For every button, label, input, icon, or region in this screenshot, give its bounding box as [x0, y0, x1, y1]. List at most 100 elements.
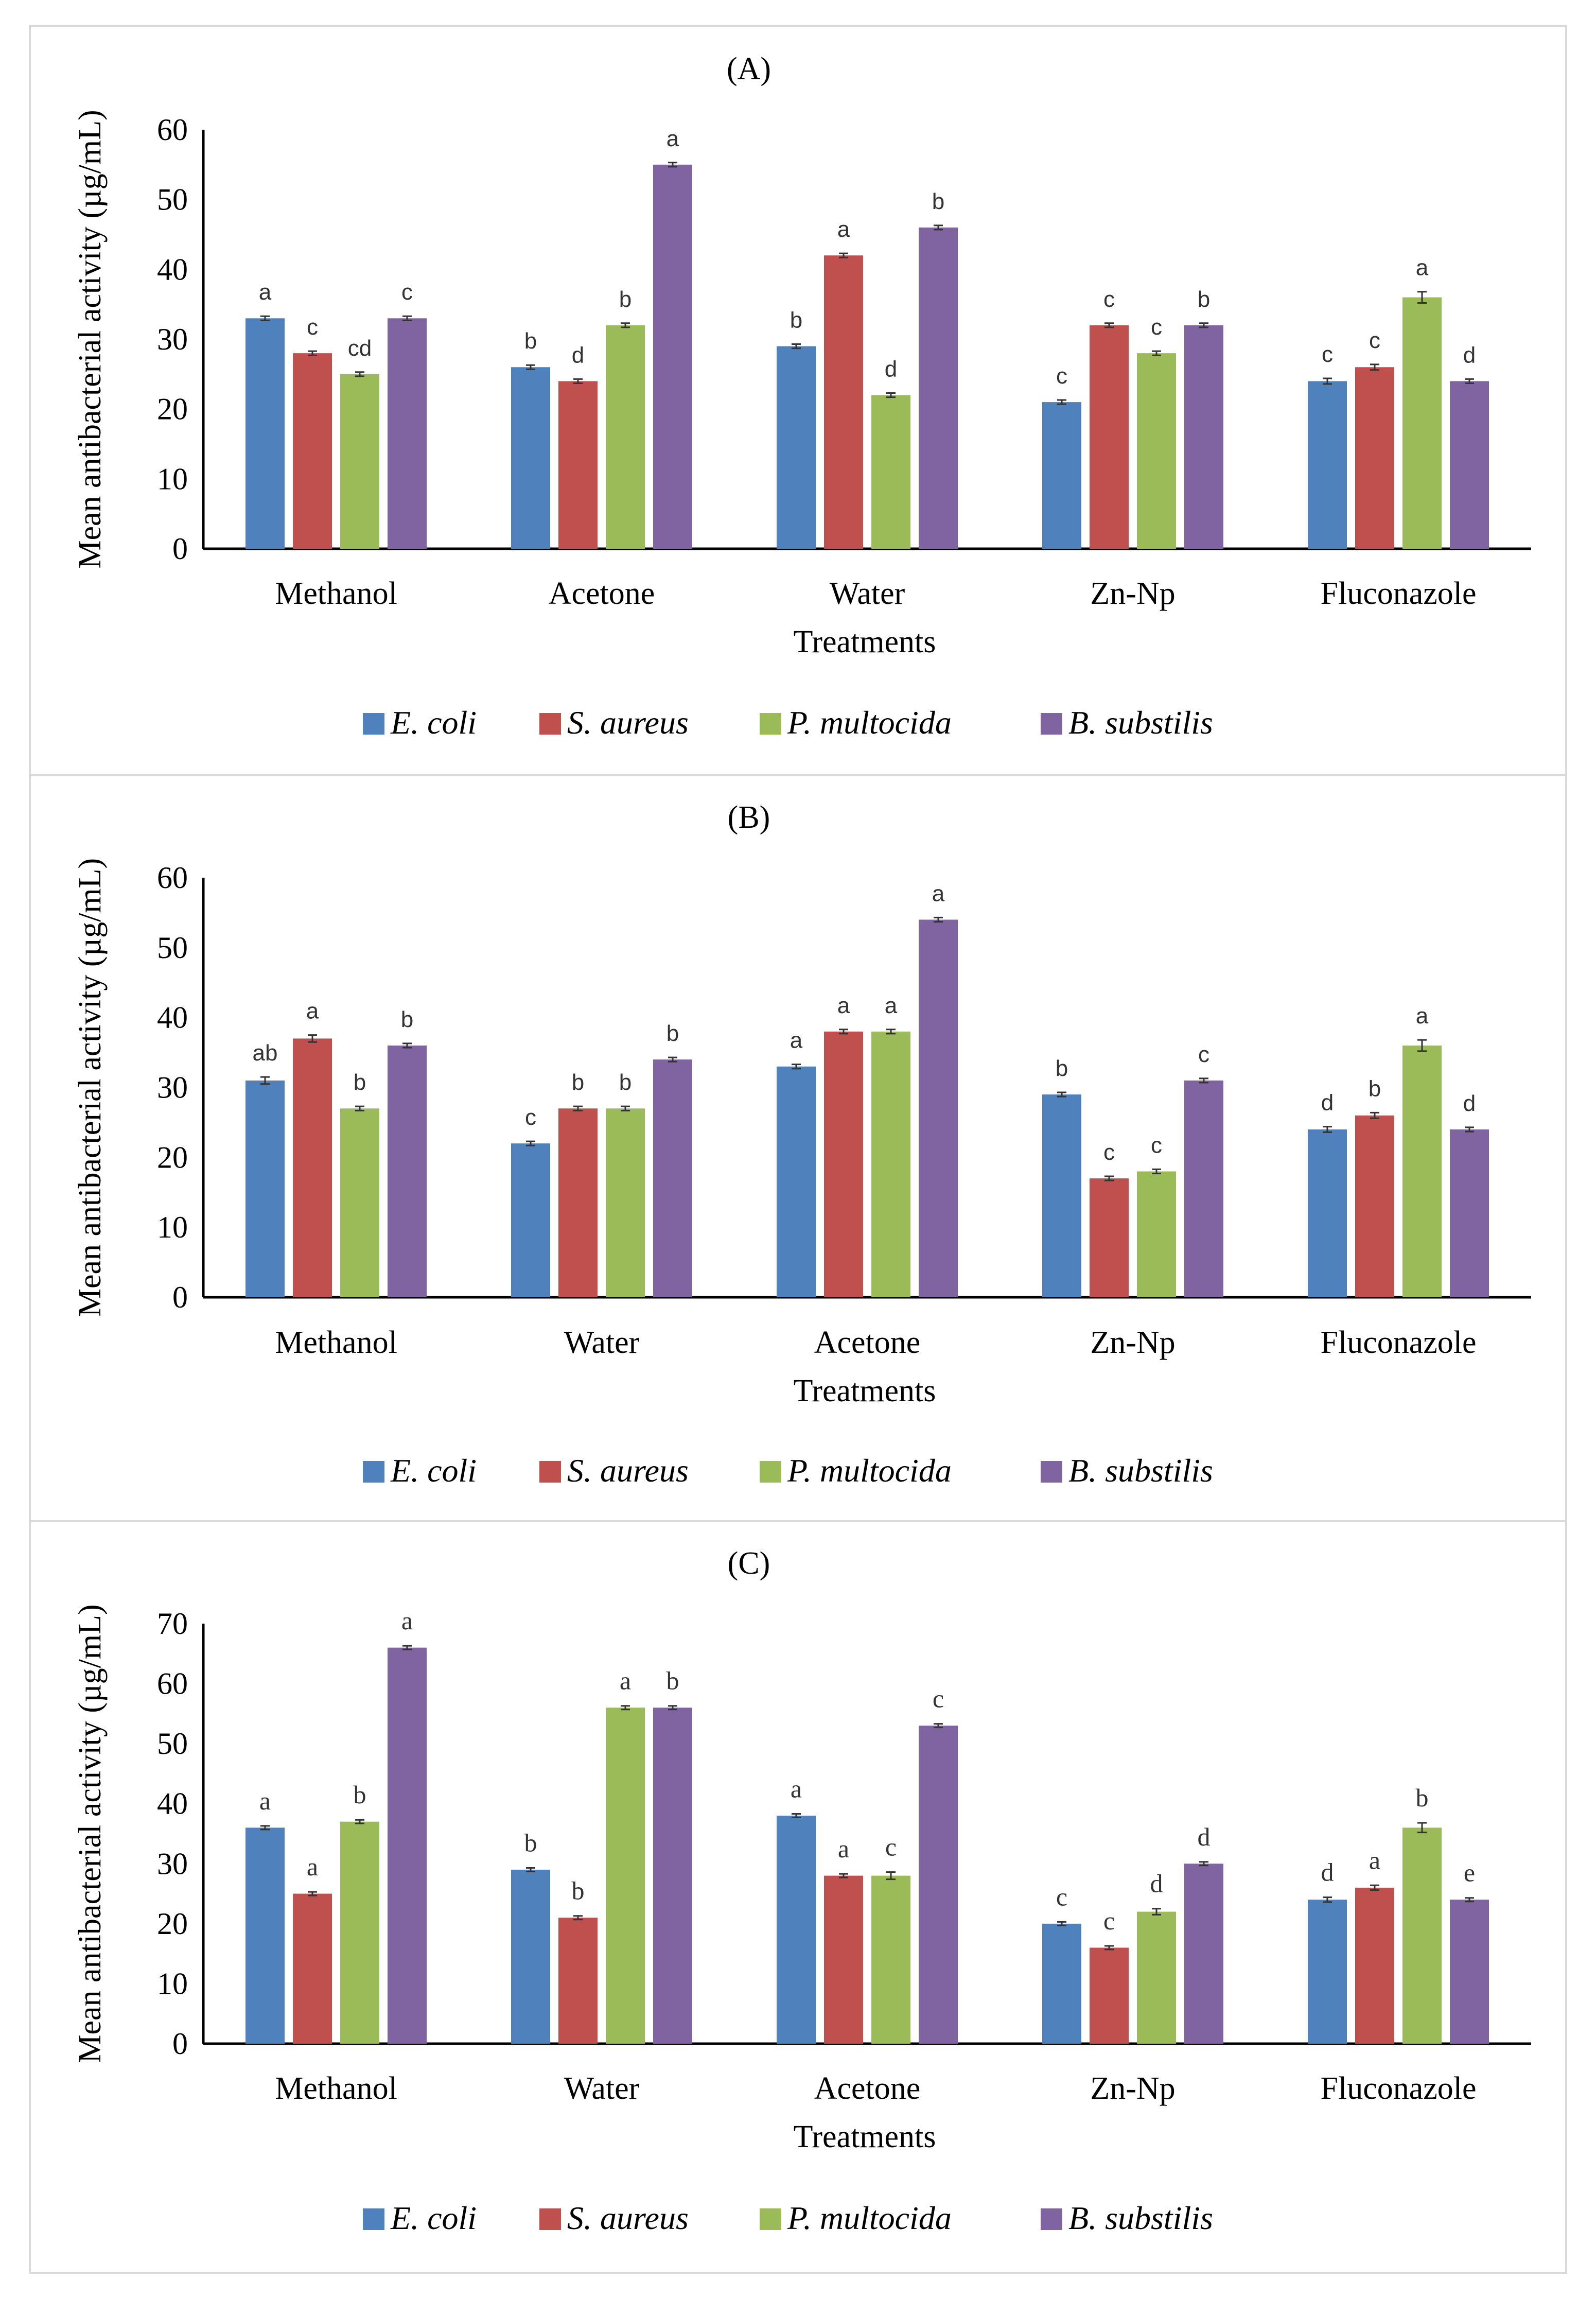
significance-label: e — [1464, 1858, 1475, 1887]
legend-label: S. aureus — [567, 1452, 689, 1489]
bar — [824, 1875, 863, 2044]
y-tick-label: 40 — [157, 1787, 188, 1821]
bar — [1355, 367, 1394, 549]
significance-label: a — [259, 1786, 271, 1815]
significance-label: a — [667, 126, 679, 151]
category-label: Zn-Np — [1090, 2071, 1175, 2106]
legend-swatch — [1041, 2208, 1062, 2230]
legend-label: S. aureus — [567, 704, 689, 741]
significance-label: a — [1369, 1846, 1380, 1874]
significance-label: c — [933, 1684, 944, 1713]
category-label: Fluconazole — [1320, 1325, 1476, 1360]
significance-label: c — [1151, 315, 1162, 340]
legend-swatch — [539, 2208, 561, 2230]
significance-label: a — [838, 1834, 849, 1863]
significance-label: a — [1416, 1003, 1429, 1029]
bar — [1137, 353, 1176, 549]
significance-label: d — [1321, 1858, 1334, 1887]
significance-label: b — [401, 1007, 413, 1032]
y-tick-label: 10 — [157, 462, 188, 496]
bar — [824, 255, 863, 549]
legend-label: E. coli — [390, 1452, 477, 1489]
y-tick-label: 50 — [157, 183, 188, 217]
bar — [1308, 381, 1347, 549]
category-label: Methanol — [275, 2071, 397, 2106]
bar — [1402, 1827, 1442, 2044]
legend-label: P. multocida — [787, 2200, 952, 2236]
significance-label: d — [1463, 1091, 1476, 1116]
bar — [293, 1893, 332, 2044]
significance-label: b — [619, 287, 632, 312]
significance-label: d — [1150, 1869, 1163, 1898]
significance-label: b — [354, 1780, 366, 1809]
bar — [919, 227, 958, 549]
y-tick-label: 50 — [157, 931, 188, 965]
bar — [1355, 1887, 1394, 2044]
category-label: Acetone — [814, 1325, 921, 1360]
significance-label: b — [524, 1828, 537, 1857]
bar — [340, 1108, 379, 1297]
bar — [511, 1869, 550, 2044]
y-tick-label: 30 — [157, 1847, 188, 1881]
significance-label: d — [572, 342, 584, 368]
significance-label: b — [572, 1876, 585, 1905]
bar — [871, 395, 910, 549]
bar — [388, 318, 427, 549]
bar — [245, 318, 285, 549]
bar — [293, 353, 332, 549]
significance-label: c — [1056, 1882, 1067, 1911]
bar — [1402, 297, 1442, 549]
bar — [1450, 1900, 1489, 2044]
y-tick-label: 20 — [157, 1907, 188, 1941]
bar — [1450, 1129, 1489, 1297]
bar — [1184, 1864, 1223, 2044]
bar — [558, 1918, 598, 2044]
bar — [919, 1726, 958, 2044]
legend-swatch — [539, 713, 561, 735]
bar — [777, 1066, 816, 1297]
bar — [1042, 1094, 1081, 1297]
significance-label: c — [1151, 1133, 1162, 1158]
y-tick-label: 50 — [157, 1727, 188, 1761]
y-tick-label: 0 — [172, 532, 188, 566]
bar — [653, 164, 692, 549]
significance-label: a — [401, 1606, 413, 1635]
category-label: Fluconazole — [1320, 2071, 1476, 2106]
significance-label: b — [1056, 1056, 1068, 1081]
significance-label: a — [790, 1028, 803, 1053]
bar — [606, 1708, 645, 2044]
legend-label: E. coli — [390, 704, 477, 741]
category-label: Zn-Np — [1090, 576, 1175, 611]
chart-panel-c: (C) 0 10 20 30 40 50 60 70 Mean antibacterial act… — [29, 1520, 1567, 2274]
significance-label: d — [1198, 1822, 1211, 1851]
bar — [653, 1059, 692, 1297]
y-tick-label: 10 — [157, 1966, 188, 2000]
bar — [1184, 325, 1223, 549]
bar — [558, 1108, 598, 1297]
significance-label: a — [1416, 255, 1429, 281]
significance-label: b — [667, 1021, 679, 1046]
x-axis-title: Treatments — [794, 1373, 936, 1408]
significance-label: b — [1369, 1076, 1381, 1101]
y-tick-label: 20 — [157, 1140, 188, 1174]
bar — [558, 381, 598, 549]
bar — [340, 1821, 379, 2044]
legend-swatch — [539, 1461, 561, 1483]
bar — [1090, 1178, 1129, 1297]
legend-swatch — [760, 1461, 781, 1483]
significance-label: c — [1103, 1906, 1115, 1935]
bar — [777, 1816, 816, 2044]
significance-label: c — [307, 315, 318, 340]
legend-label: B. substilis — [1068, 2200, 1213, 2236]
legend: E. coli S. aureus P. multocida B. substilis — [363, 2200, 1213, 2236]
significance-label: a — [307, 1852, 318, 1881]
significance-label: b — [790, 307, 802, 333]
significance-label: a — [837, 993, 850, 1018]
bar — [1137, 1171, 1176, 1297]
significance-label: b — [619, 1070, 632, 1095]
significance-label: a — [837, 217, 850, 242]
category-label: Fluconazole — [1320, 576, 1476, 611]
significance-label: c — [1103, 287, 1115, 312]
significance-label: b — [1198, 287, 1210, 312]
legend-label: S. aureus — [567, 2200, 689, 2236]
